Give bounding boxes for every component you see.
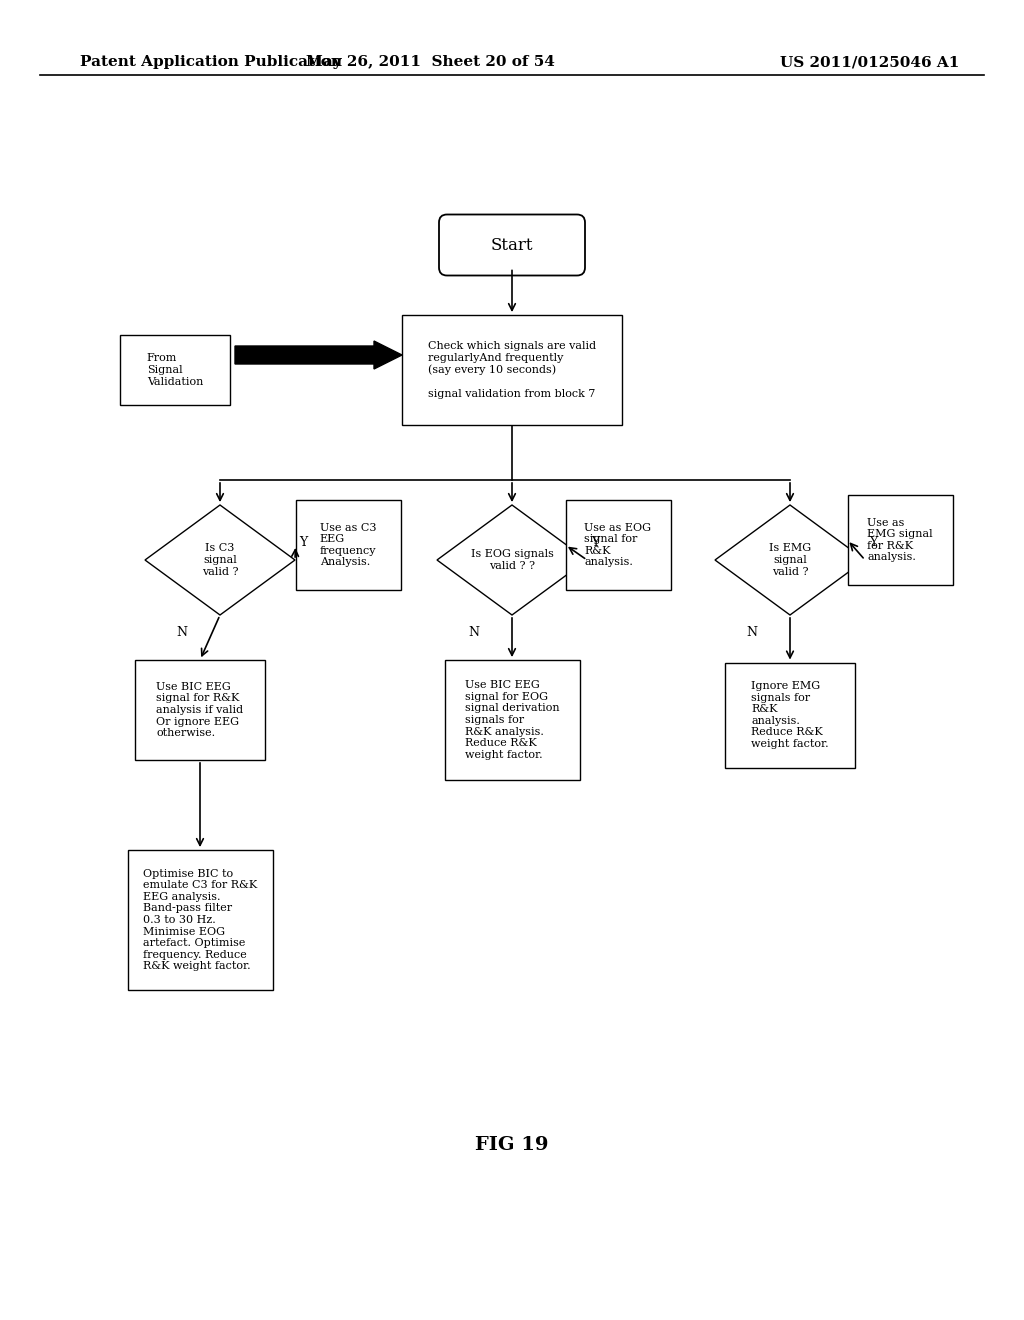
Text: N: N [469, 627, 479, 639]
Bar [402, 315, 622, 425]
Polygon shape [145, 506, 295, 615]
Text: Y: Y [591, 536, 599, 549]
Text: Use BIC EEG
signal for EOG
signal derivation
signals for
R&K analysis.
Reduce R&: Use BIC EEG signal for EOG signal deriva… [465, 680, 559, 760]
Text: US 2011/0125046 A1: US 2011/0125046 A1 [780, 55, 959, 69]
Text: Is EMG
signal
valid ?: Is EMG signal valid ? [769, 544, 811, 577]
Bar [120, 335, 230, 405]
Text: Use as EOG
signal for
R&K
analysis.: Use as EOG signal for R&K analysis. [585, 523, 651, 568]
Text: Use BIC EEG
signal for R&K
analysis if valid
Or ignore EEG
otherwise.: Use BIC EEG signal for R&K analysis if v… [157, 682, 244, 738]
Polygon shape [234, 341, 402, 370]
Text: Use as C3
EEG
frequency
Analysis.: Use as C3 EEG frequency Analysis. [319, 523, 376, 568]
Text: FIG 19: FIG 19 [475, 1137, 549, 1154]
Bar [444, 660, 580, 780]
Text: Y: Y [869, 536, 878, 549]
Text: From
Signal
Validation: From Signal Validation [146, 354, 203, 387]
FancyBboxPatch shape [439, 214, 585, 276]
Text: Ignore EMG
signals for
R&K
analysis.
Reduce R&K
weight factor.: Ignore EMG signals for R&K analysis. Red… [752, 681, 828, 748]
Text: Y: Y [299, 536, 307, 549]
Text: N: N [746, 627, 758, 639]
Bar [565, 500, 671, 590]
Text: Optimise BIC to
emulate C3 for R&K
EEG analysis.
Band-pass filter
0.3 to 30 Hz.
: Optimise BIC to emulate C3 for R&K EEG a… [143, 869, 257, 972]
Text: Check which signals are valid
regularlyAnd frequently
(say every 10 seconds)

si: Check which signals are valid regularlyA… [428, 342, 596, 399]
Text: Patent Application Publication: Patent Application Publication [80, 55, 342, 69]
Text: Start: Start [490, 236, 534, 253]
Text: N: N [176, 627, 187, 639]
Polygon shape [437, 506, 587, 615]
Bar [135, 660, 265, 760]
Bar [128, 850, 272, 990]
Text: May 26, 2011  Sheet 20 of 54: May 26, 2011 Sheet 20 of 54 [305, 55, 554, 69]
Polygon shape [715, 506, 865, 615]
Bar [848, 495, 952, 585]
Text: Is EOG signals
valid ? ?: Is EOG signals valid ? ? [471, 549, 553, 570]
Bar [725, 663, 855, 767]
Bar [296, 500, 400, 590]
Text: Use as
EMG signal
for R&K
analysis.: Use as EMG signal for R&K analysis. [867, 517, 933, 562]
Text: Is C3
signal
valid ?: Is C3 signal valid ? [202, 544, 239, 577]
